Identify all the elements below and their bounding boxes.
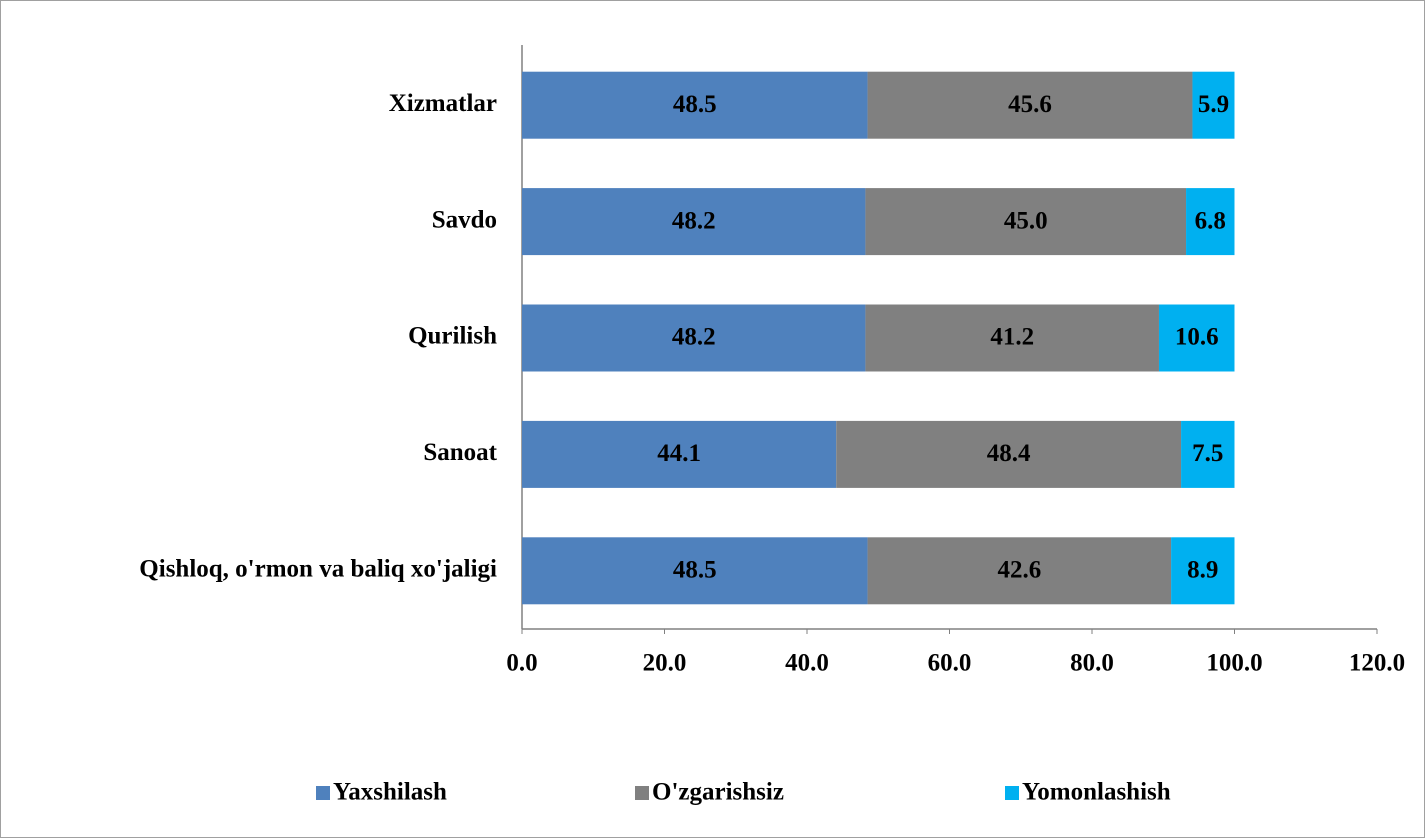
data-label: 7.5	[1192, 440, 1223, 467]
bar	[1158, 304, 1235, 372]
x-tick-label: 20.0	[643, 650, 687, 677]
legend-swatch	[635, 786, 649, 800]
bar	[1186, 188, 1235, 256]
legend-swatch	[1005, 786, 1019, 800]
bar	[522, 420, 837, 488]
y-tick-label: Xizmatlar	[389, 90, 497, 117]
legend-swatch	[316, 786, 330, 800]
legend-label: O'zgarishsiz	[652, 779, 784, 806]
data-label: 45.6	[1008, 91, 1052, 118]
data-label: 48.4	[987, 440, 1031, 467]
bar	[1192, 71, 1235, 139]
x-tick-label: 100.0	[1206, 650, 1262, 677]
bar	[522, 71, 868, 139]
y-tick-label: Qurilish	[408, 323, 497, 350]
bar	[867, 537, 1172, 605]
bar	[1181, 420, 1235, 488]
data-label: 5.9	[1198, 91, 1229, 118]
data-label: 42.6	[997, 557, 1041, 584]
x-tick-label: 120.0	[1349, 650, 1405, 677]
bar	[867, 71, 1193, 139]
bar	[522, 304, 866, 372]
y-tick-label: Savdo	[432, 206, 497, 233]
bar	[522, 537, 868, 605]
data-label: 10.6	[1175, 324, 1219, 351]
data-label: 8.9	[1187, 557, 1218, 584]
x-tick-label: 80.0	[1070, 650, 1114, 677]
data-label: 48.5	[673, 91, 717, 118]
data-label: 45.0	[1004, 207, 1048, 234]
data-label: 6.8	[1195, 207, 1226, 234]
data-label: 48.5	[673, 557, 717, 584]
data-label: 41.2	[990, 324, 1034, 351]
bar	[865, 188, 1187, 256]
x-tick-label: 60.0	[928, 650, 972, 677]
bar	[522, 188, 866, 256]
bar	[1171, 537, 1235, 605]
bar	[865, 304, 1159, 372]
y-tick-label: Qishloq, o'rmon va baliq xo'jaligi	[139, 556, 497, 583]
x-tick-label: 40.0	[785, 650, 829, 677]
data-label: 48.2	[672, 324, 716, 351]
legend-label: Yomonlashish	[1022, 779, 1171, 806]
legend-label: Yaxshilash	[333, 779, 447, 806]
x-tick-label: 0.0	[506, 650, 537, 677]
data-label: 48.2	[672, 207, 716, 234]
y-tick-label: Sanoat	[423, 439, 497, 466]
bar	[836, 420, 1182, 488]
data-label: 44.1	[657, 440, 701, 467]
